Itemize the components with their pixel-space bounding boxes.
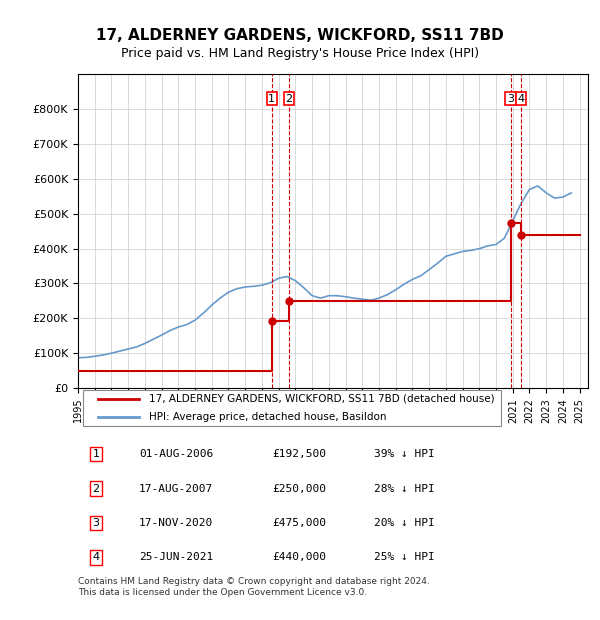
Text: 4: 4 <box>517 94 524 104</box>
Text: Price paid vs. HM Land Registry's House Price Index (HPI): Price paid vs. HM Land Registry's House … <box>121 46 479 60</box>
Text: 17, ALDERNEY GARDENS, WICKFORD, SS11 7BD (detached house): 17, ALDERNEY GARDENS, WICKFORD, SS11 7BD… <box>149 394 495 404</box>
Text: £192,500: £192,500 <box>272 449 326 459</box>
Text: 2: 2 <box>286 94 293 104</box>
Text: 1: 1 <box>268 94 275 104</box>
Text: £250,000: £250,000 <box>272 484 326 494</box>
Text: 4: 4 <box>92 552 100 562</box>
Text: 17-AUG-2007: 17-AUG-2007 <box>139 484 214 494</box>
Text: 1: 1 <box>92 449 100 459</box>
Text: Contains HM Land Registry data © Crown copyright and database right 2024.
This d: Contains HM Land Registry data © Crown c… <box>78 577 430 596</box>
Text: 17-NOV-2020: 17-NOV-2020 <box>139 518 214 528</box>
Text: 3: 3 <box>92 518 100 528</box>
Text: 17, ALDERNEY GARDENS, WICKFORD, SS11 7BD: 17, ALDERNEY GARDENS, WICKFORD, SS11 7BD <box>96 28 504 43</box>
Text: 39% ↓ HPI: 39% ↓ HPI <box>374 449 434 459</box>
Text: £440,000: £440,000 <box>272 552 326 562</box>
Text: 25% ↓ HPI: 25% ↓ HPI <box>374 552 434 562</box>
Text: 25-JUN-2021: 25-JUN-2021 <box>139 552 214 562</box>
Text: 3: 3 <box>507 94 514 104</box>
Text: £475,000: £475,000 <box>272 518 326 528</box>
Text: HPI: Average price, detached house, Basildon: HPI: Average price, detached house, Basi… <box>149 412 387 422</box>
FancyBboxPatch shape <box>83 390 502 427</box>
Text: 01-AUG-2006: 01-AUG-2006 <box>139 449 214 459</box>
Text: 28% ↓ HPI: 28% ↓ HPI <box>374 484 434 494</box>
Text: 20% ↓ HPI: 20% ↓ HPI <box>374 518 434 528</box>
Text: 2: 2 <box>92 484 100 494</box>
